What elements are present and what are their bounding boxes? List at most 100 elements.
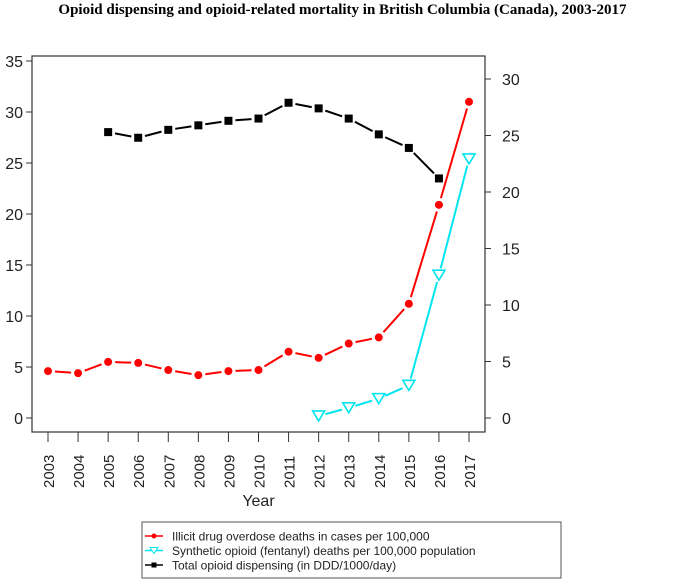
series-line-segment xyxy=(355,399,373,407)
series-line-segment xyxy=(354,120,374,132)
series-line-segment xyxy=(235,369,252,372)
data-point xyxy=(374,130,383,139)
plot-frame xyxy=(31,55,486,433)
series-line-segment xyxy=(205,371,222,376)
data-point xyxy=(371,392,387,406)
x-axis-label: Year xyxy=(242,493,275,510)
x-tick-label: 2015 xyxy=(402,455,419,488)
series-line-segment xyxy=(439,165,469,269)
left-tick-label: 0 xyxy=(14,411,23,428)
x-tick-label: 2009 xyxy=(221,455,238,488)
series-line-segment xyxy=(324,109,343,118)
series-line-segment xyxy=(409,281,439,379)
left-tick-label: 30 xyxy=(5,105,23,122)
legend-marker xyxy=(151,533,157,539)
left-tick-label: 5 xyxy=(14,360,23,377)
right-tick-label: 20 xyxy=(502,185,520,202)
data-point xyxy=(134,133,143,142)
x-tick-label: 2010 xyxy=(252,455,269,488)
series-line-segment xyxy=(324,345,343,356)
series-line-segment xyxy=(382,308,405,333)
data-point xyxy=(254,114,263,123)
legend-label: Total opioid dispensing (in DDD/1000/day… xyxy=(172,559,396,573)
data-point xyxy=(344,114,353,123)
series-line-segment xyxy=(144,130,162,137)
data-point xyxy=(164,125,173,134)
left-tick-label: 35 xyxy=(5,54,23,71)
series-line-segment xyxy=(295,103,312,109)
data-point xyxy=(401,379,417,392)
x-tick-label: 2004 xyxy=(71,455,88,488)
series-line-segment xyxy=(355,337,373,344)
series-line-segment xyxy=(409,211,438,298)
x-tick-label: 2008 xyxy=(191,455,208,488)
series-line-segment xyxy=(175,370,192,375)
left-tick-label: 15 xyxy=(5,258,23,275)
data-point xyxy=(224,116,233,125)
series-line-segment xyxy=(144,363,162,370)
data-point xyxy=(74,369,83,378)
x-tick-label: 2013 xyxy=(342,455,359,488)
data-point xyxy=(465,97,473,106)
data-point xyxy=(434,200,443,209)
x-tick-label: 2007 xyxy=(161,455,178,488)
legend-marker xyxy=(151,562,157,568)
x-tick-label: 2017 xyxy=(462,455,479,488)
series-line-segment xyxy=(384,136,403,146)
data-point xyxy=(461,153,477,166)
x-tick-label: 2005 xyxy=(101,455,118,488)
series-line-segment xyxy=(325,408,343,416)
data-point xyxy=(134,358,143,367)
series-line-segment xyxy=(54,370,72,374)
series-line-segment xyxy=(263,354,284,368)
right-tick-label: 25 xyxy=(502,129,520,146)
legend-label: Illicit drug overdose deaths in cases pe… xyxy=(172,530,430,544)
data-point xyxy=(224,367,233,376)
x-tick-label: 2016 xyxy=(432,455,449,488)
legend-label: Synthetic opioid (fentanyl) deaths per 1… xyxy=(172,544,476,558)
data-point xyxy=(254,366,263,375)
left-tick-label: 10 xyxy=(5,309,23,326)
data-point xyxy=(374,333,383,342)
data-point xyxy=(404,143,413,152)
data-point xyxy=(44,367,52,376)
x-tick-label: 2014 xyxy=(372,455,389,488)
series-line-segment xyxy=(384,387,403,397)
data-point xyxy=(314,104,323,113)
data-point xyxy=(431,269,447,282)
series-line-segment xyxy=(235,118,252,122)
x-tick-label: 2012 xyxy=(312,455,329,488)
data-point xyxy=(104,357,113,366)
series-line-segment xyxy=(295,352,312,358)
data-point xyxy=(341,402,357,415)
series-line-segment xyxy=(205,120,222,126)
data-point xyxy=(284,98,293,107)
left-tick-label: 20 xyxy=(5,207,23,224)
data-point xyxy=(194,371,203,380)
legend-box xyxy=(141,521,562,579)
chart-title: Opioid dispensing and opioid-related mor… xyxy=(58,2,627,18)
data-point xyxy=(404,299,413,308)
right-tick-label: 0 xyxy=(502,411,511,428)
series-line-segment xyxy=(115,361,132,364)
series-line-segment xyxy=(84,363,102,372)
series-line-segment xyxy=(264,105,283,117)
x-tick-label: 2011 xyxy=(282,456,299,488)
data-point xyxy=(311,410,327,423)
x-tick-label: 2003 xyxy=(41,455,58,488)
series-line-segment xyxy=(439,108,468,199)
data-point xyxy=(104,128,113,137)
series-line-segment xyxy=(175,125,192,130)
data-point xyxy=(284,347,293,356)
legend-marker xyxy=(149,547,159,555)
data-point xyxy=(194,121,203,130)
right-tick-label: 30 xyxy=(502,72,520,89)
right-tick-label: 15 xyxy=(502,242,520,259)
left-tick-label: 25 xyxy=(5,156,23,173)
series-line-segment xyxy=(413,152,435,175)
right-tick-label: 10 xyxy=(502,298,520,315)
x-tick-label: 2006 xyxy=(131,455,148,488)
right-tick-label: 5 xyxy=(502,355,511,372)
series-line-segment xyxy=(114,132,132,138)
